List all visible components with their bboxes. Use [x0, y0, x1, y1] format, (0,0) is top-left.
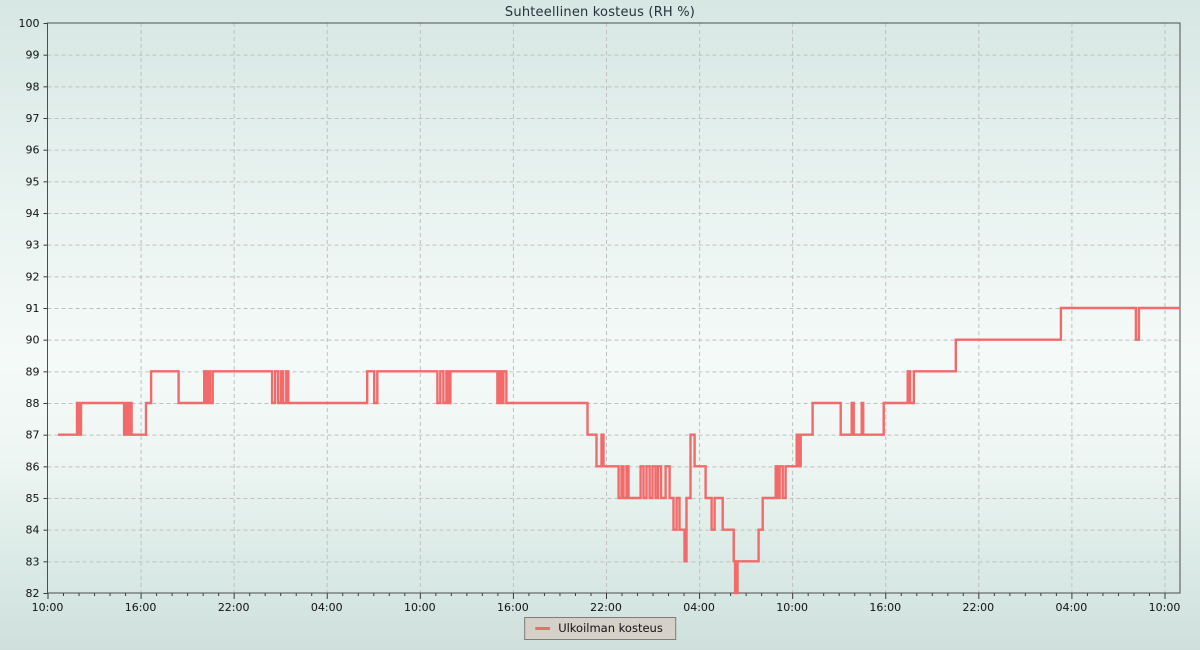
- svg-text:16:00: 16:00: [497, 601, 529, 614]
- svg-text:85: 85: [26, 492, 40, 505]
- svg-text:84: 84: [26, 524, 40, 537]
- legend-line-swatch: [535, 626, 551, 630]
- svg-text:22:00: 22:00: [218, 601, 250, 614]
- svg-text:100: 100: [19, 17, 40, 30]
- x-tick-labels: 10:00 16:00 22:00 04:00 10:00 16:00 22:00 04:00…: [32, 601, 1181, 614]
- svg-text:98: 98: [26, 80, 40, 93]
- svg-text:99: 99: [26, 49, 40, 62]
- svg-text:93: 93: [26, 239, 40, 252]
- svg-text:87: 87: [26, 429, 40, 442]
- svg-text:10:00: 10:00: [404, 601, 436, 614]
- svg-text:04:00: 04:00: [1056, 601, 1088, 614]
- svg-text:10:00: 10:00: [776, 601, 808, 614]
- chart-title: Suhteellinen kosteus (RH %): [504, 5, 696, 20]
- legend: Ulkoilman kosteus: [524, 617, 676, 640]
- svg-text:97: 97: [26, 112, 40, 125]
- svg-text:88: 88: [26, 397, 40, 410]
- svg-text:10:00: 10:00: [32, 601, 64, 614]
- svg-text:96: 96: [26, 144, 40, 157]
- svg-text:90: 90: [26, 334, 40, 347]
- svg-text:86: 86: [26, 460, 40, 473]
- svg-text:95: 95: [26, 175, 40, 188]
- svg-text:91: 91: [26, 302, 40, 315]
- svg-text:92: 92: [26, 270, 40, 283]
- svg-text:83: 83: [26, 555, 40, 568]
- svg-text:04:00: 04:00: [683, 601, 715, 614]
- svg-text:04:00: 04:00: [311, 601, 343, 614]
- axis-ticks: [43, 23, 1166, 599]
- y-tick-labels: 82 83 84 85 86 87 88 89 90 91 92 93 94 95 96 97 98 99 100: [19, 17, 40, 600]
- svg-text:82: 82: [26, 587, 40, 600]
- svg-text:22:00: 22:00: [962, 601, 994, 614]
- svg-text:16:00: 16:00: [125, 601, 157, 614]
- svg-text:16:00: 16:00: [869, 601, 901, 614]
- grid-vertical: [140, 23, 1166, 593]
- svg-text:10:00: 10:00: [1149, 601, 1181, 614]
- svg-text:89: 89: [26, 365, 40, 378]
- grid-horizontal: [47, 54, 1180, 563]
- legend-label: Ulkoilman kosteus: [558, 621, 663, 635]
- svg-text:22:00: 22:00: [590, 601, 622, 614]
- series-line: [58, 306, 1180, 595]
- svg-text:94: 94: [26, 207, 40, 220]
